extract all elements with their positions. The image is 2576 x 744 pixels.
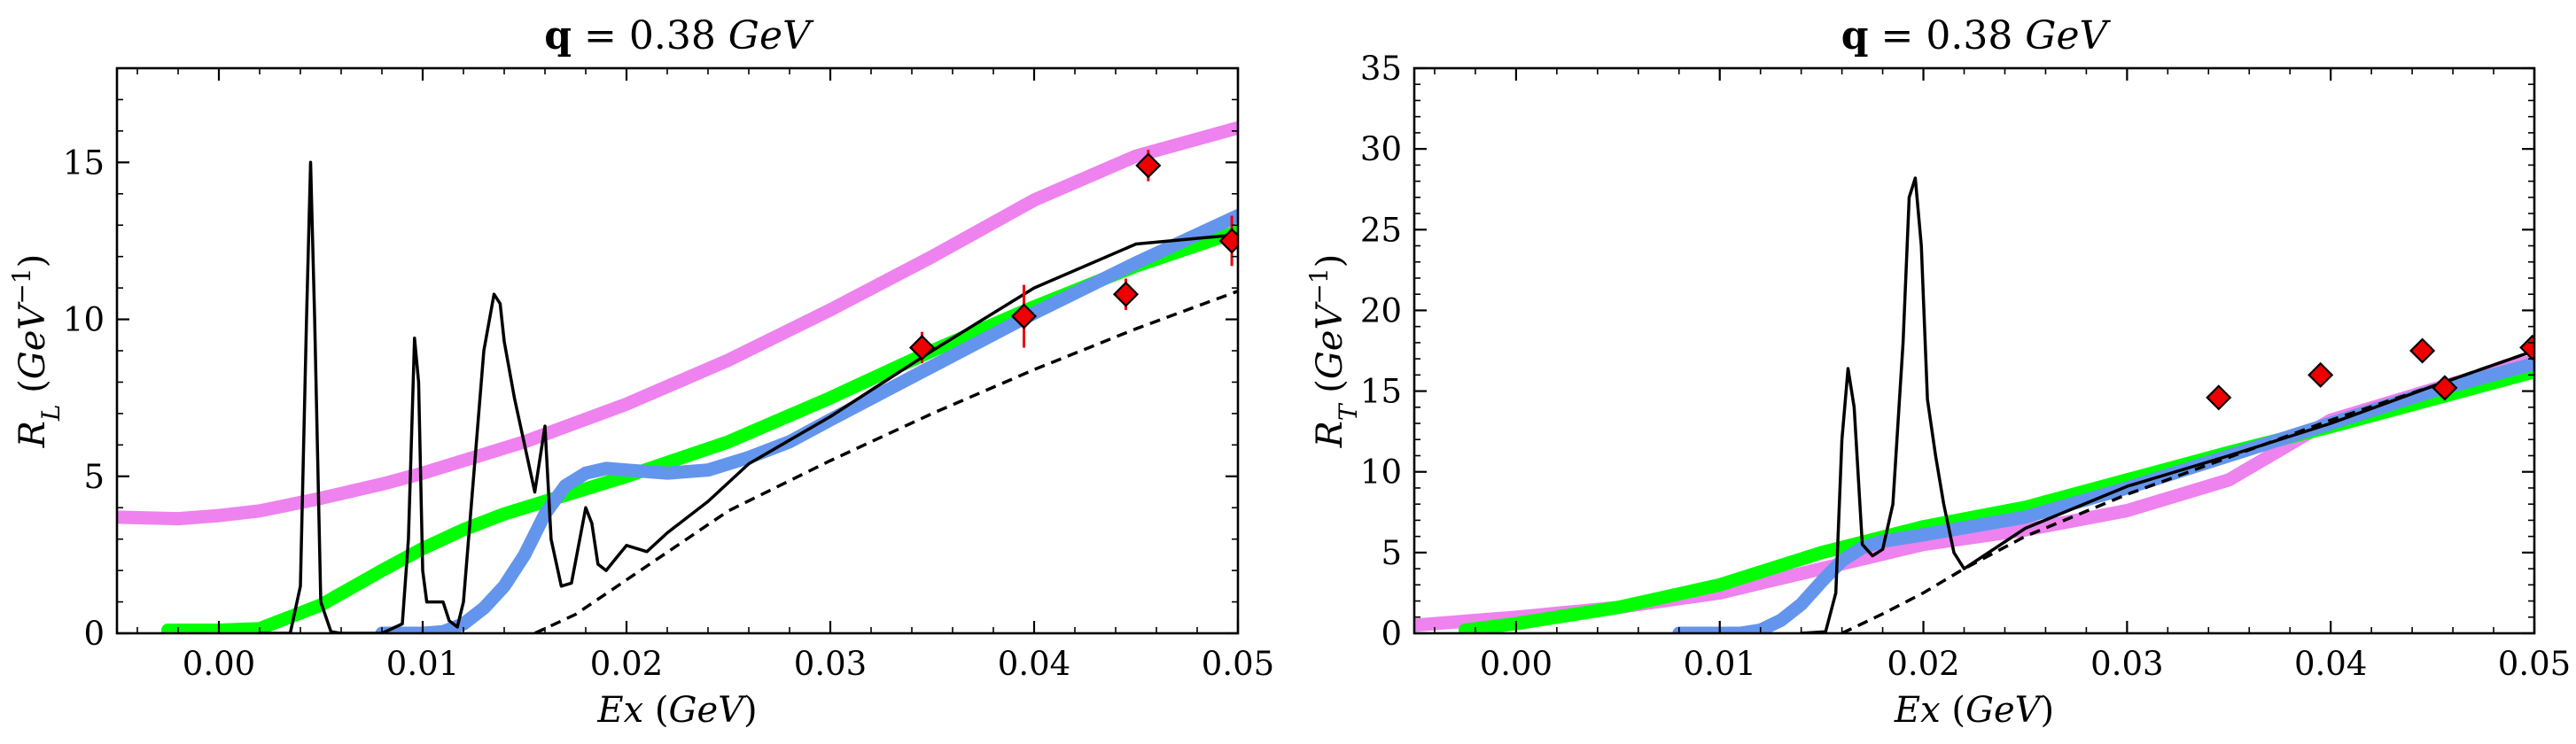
data-point	[2308, 361, 2334, 388]
x-tick-label: 0.05	[2498, 645, 2571, 683]
black-model-line	[1799, 176, 2534, 633]
data-point	[1218, 228, 1238, 254]
y-axis-label: RT (GeV−1)	[1304, 254, 1363, 449]
pink-model-line	[1414, 353, 2534, 632]
data-point	[1112, 281, 1140, 307]
x-tick-label: 0.00	[1480, 645, 1553, 683]
x-tick-label: 0.03	[794, 645, 867, 683]
y-tick-label: 35	[1360, 50, 1402, 88]
y-tick-label: 5	[83, 458, 105, 496]
x-tick-label: 0.01	[1684, 645, 1756, 683]
pink-model-line	[117, 120, 1238, 526]
data-point	[1135, 152, 1162, 179]
x-tick-label: 0.05	[1202, 645, 1274, 683]
axes-frame	[115, 66, 1240, 635]
x-tick-label: 0.03	[2090, 645, 2163, 683]
x-tick-label: 0.04	[998, 645, 1070, 683]
y-tick-label: 25	[1360, 211, 1402, 249]
y-tick-label: 15	[63, 143, 105, 182]
y-tick-label: 20	[1360, 291, 1402, 329]
y-axis-label: RL (GeV−1)	[7, 254, 66, 448]
x-axis-label: Ex (GeV)	[1894, 690, 2054, 731]
y-tick-label: 5	[1381, 534, 1402, 572]
chart-title: q = 0.38 GeV	[1841, 13, 2112, 58]
x-tick-label: 0.02	[1887, 645, 1959, 683]
left-panel-rl: 0.00 0.01 0.02 0.03 0.04 0.05 0 5 10 15 q = 0.38 G…	[7, 13, 1275, 731]
x-tick-label: 0.01	[386, 645, 459, 683]
plot-area	[117, 120, 1238, 633]
data-point	[2432, 375, 2458, 401]
black-dashed-line	[1841, 349, 2534, 633]
data-point	[908, 334, 936, 361]
axes-frame	[1413, 66, 2536, 635]
blue-model-line	[375, 209, 1238, 633]
y-tick-label: 0	[1381, 615, 1402, 653]
chart-title: q = 0.38 GeV	[544, 13, 814, 58]
x-tick-label: 0.02	[590, 645, 663, 683]
y-tick-label: 30	[1360, 130, 1402, 168]
blue-model-line	[1672, 357, 2534, 633]
black-dashed-line	[533, 290, 1238, 633]
data-point	[1010, 303, 1038, 329]
black-model-line	[258, 160, 1238, 633]
x-tick-label: 0.00	[183, 645, 255, 683]
y-tick-label: 10	[63, 301, 105, 339]
x-axis-label: Ex (GeV)	[596, 690, 757, 731]
y-tick-label: 10	[1360, 453, 1402, 492]
x-tick-label: 0.04	[2294, 645, 2367, 683]
data-point	[2409, 337, 2436, 364]
y-tick-label: 15	[1360, 373, 1402, 411]
green-model-line	[161, 224, 1238, 633]
plot-area	[1414, 176, 2534, 633]
right-panel-rt: 0.00 0.01 0.02 0.03 0.04 0.05 0 5 10 15 20 25 30 35 q …	[1304, 13, 2572, 731]
data-point	[2206, 384, 2232, 411]
y-tick-label: 0	[83, 615, 105, 653]
